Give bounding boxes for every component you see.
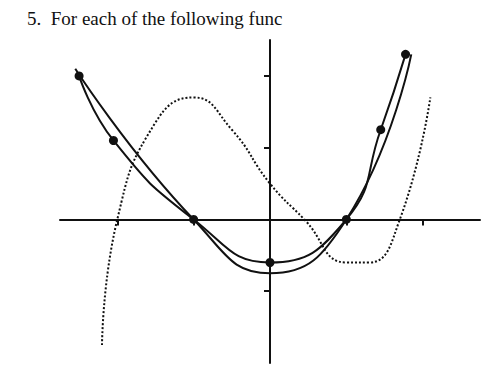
- svg-text:5. For each of the following: 5. For each of the following func: [27, 8, 282, 29]
